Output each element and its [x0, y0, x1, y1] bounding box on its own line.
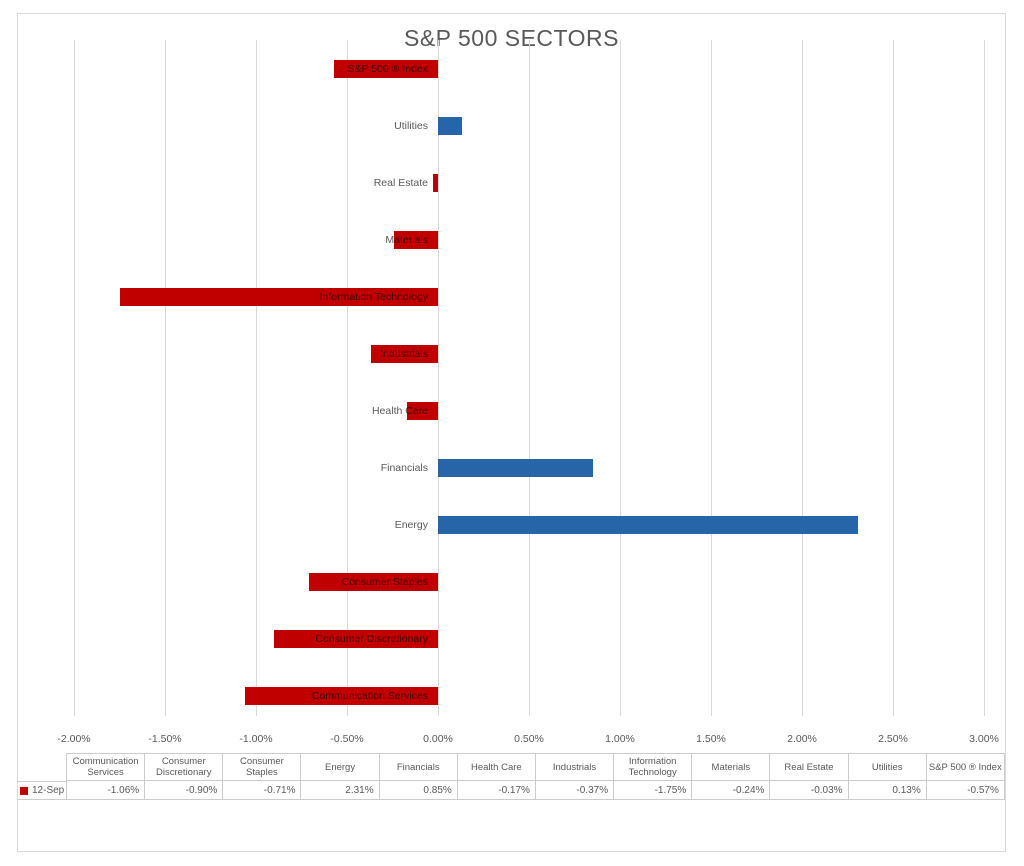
gridline	[74, 40, 75, 716]
table-value-cell: 2.31%	[301, 781, 380, 800]
table-header-cell: Materials	[692, 753, 771, 781]
table-value-cell: -0.03%	[770, 781, 849, 800]
table-header-cell: Financials	[379, 753, 458, 781]
x-axis-tick-label: 2.00%	[787, 733, 817, 745]
category-label: Health Care	[371, 405, 428, 417]
gridline	[165, 40, 166, 716]
bar-financials	[438, 459, 593, 477]
table-header-cell: Information Technology	[614, 753, 693, 781]
gridline	[529, 40, 530, 716]
x-axis-tick-label: 0.50%	[514, 733, 544, 745]
table-header-cell: S&P 500 ® Index	[926, 753, 1005, 781]
gridline	[802, 40, 803, 716]
gridline	[984, 40, 985, 716]
x-axis-tick-label: -2.00%	[57, 733, 91, 745]
data-table: Communication Services Consumer Discretio…	[17, 753, 1006, 800]
gridline	[347, 40, 348, 716]
table-header-cell: Utilities	[848, 753, 927, 781]
x-axis-tick-label: 2.50%	[878, 733, 908, 745]
table-value-cell: 0.13%	[848, 781, 927, 800]
x-axis-tick-label: 3.00%	[969, 733, 999, 745]
table-value-cell: -1.06%	[67, 781, 146, 800]
gridline	[438, 40, 439, 716]
bar-consumer-discretionary	[274, 630, 438, 648]
bar-communication-services	[245, 687, 438, 705]
category-label: Consumer Discretionary	[315, 633, 428, 645]
table-value-cell: -0.57%	[926, 781, 1005, 800]
table-value-cell: -0.24%	[692, 781, 771, 800]
x-axis-tick-label: 1.00%	[605, 733, 635, 745]
chart-frame	[17, 13, 1006, 852]
bar-materials	[394, 231, 438, 249]
bar-health-care	[407, 402, 438, 420]
bar-consumer-staples	[308, 573, 438, 591]
table-header-cell: Energy	[301, 753, 380, 781]
legend-series-label: 12-Sep	[32, 785, 65, 796]
legend-cell: 12-Sep	[17, 781, 67, 800]
gridline	[893, 40, 894, 716]
bar-s-p-500-index	[334, 60, 438, 78]
category-label: Information Technology	[319, 291, 428, 303]
bar-energy	[438, 516, 859, 534]
x-axis-tick-label: 1.50%	[696, 733, 726, 745]
table-value-cell: 0.85%	[379, 781, 458, 800]
gridline	[256, 40, 257, 716]
category-label: Industrials	[380, 348, 428, 360]
table-header-cell: Consumer Staples	[223, 753, 302, 781]
table-header-cell: Real Estate	[770, 753, 849, 781]
category-label: Materials	[385, 234, 428, 246]
table-value-cell: -1.75%	[614, 781, 693, 800]
legend-series-marker-icon	[20, 786, 28, 795]
category-label: Energy	[394, 519, 428, 531]
bar-utilities	[438, 117, 462, 135]
category-label: S&P 500 ® Index	[347, 63, 428, 75]
category-label: Financials	[380, 462, 428, 474]
gridline	[711, 40, 712, 716]
table-header-cell: Communication Services	[67, 753, 146, 781]
x-axis-tick-label: -1.00%	[239, 733, 273, 745]
table-value-cell: -0.17%	[457, 781, 536, 800]
legend-header-cell	[17, 753, 67, 781]
category-label: Utilities	[394, 120, 428, 132]
table-header-cell: Consumer Discretionary	[145, 753, 224, 781]
x-axis-tick-label: -1.50%	[148, 733, 182, 745]
table-value-cell: -0.37%	[535, 781, 615, 800]
category-label: Consumer Staples	[341, 576, 428, 588]
table-header-cell: Health Care	[457, 753, 536, 781]
category-label: Communication Services	[311, 690, 428, 702]
table-value-cell: -0.71%	[223, 781, 302, 800]
category-label: Real Estate	[373, 177, 428, 189]
x-axis-tick-label: -0.50%	[330, 733, 364, 745]
chart-title: S&P 500 SECTORS	[403, 25, 620, 51]
bar-real-estate	[432, 174, 438, 192]
bar-information-technology	[119, 288, 438, 306]
gridline	[620, 40, 621, 716]
bar-industrials	[370, 345, 438, 363]
table-value-cell: -0.90%	[145, 781, 224, 800]
x-axis-tick-label: 0.00%	[423, 733, 453, 745]
table-header-cell: Industrials	[535, 753, 615, 781]
